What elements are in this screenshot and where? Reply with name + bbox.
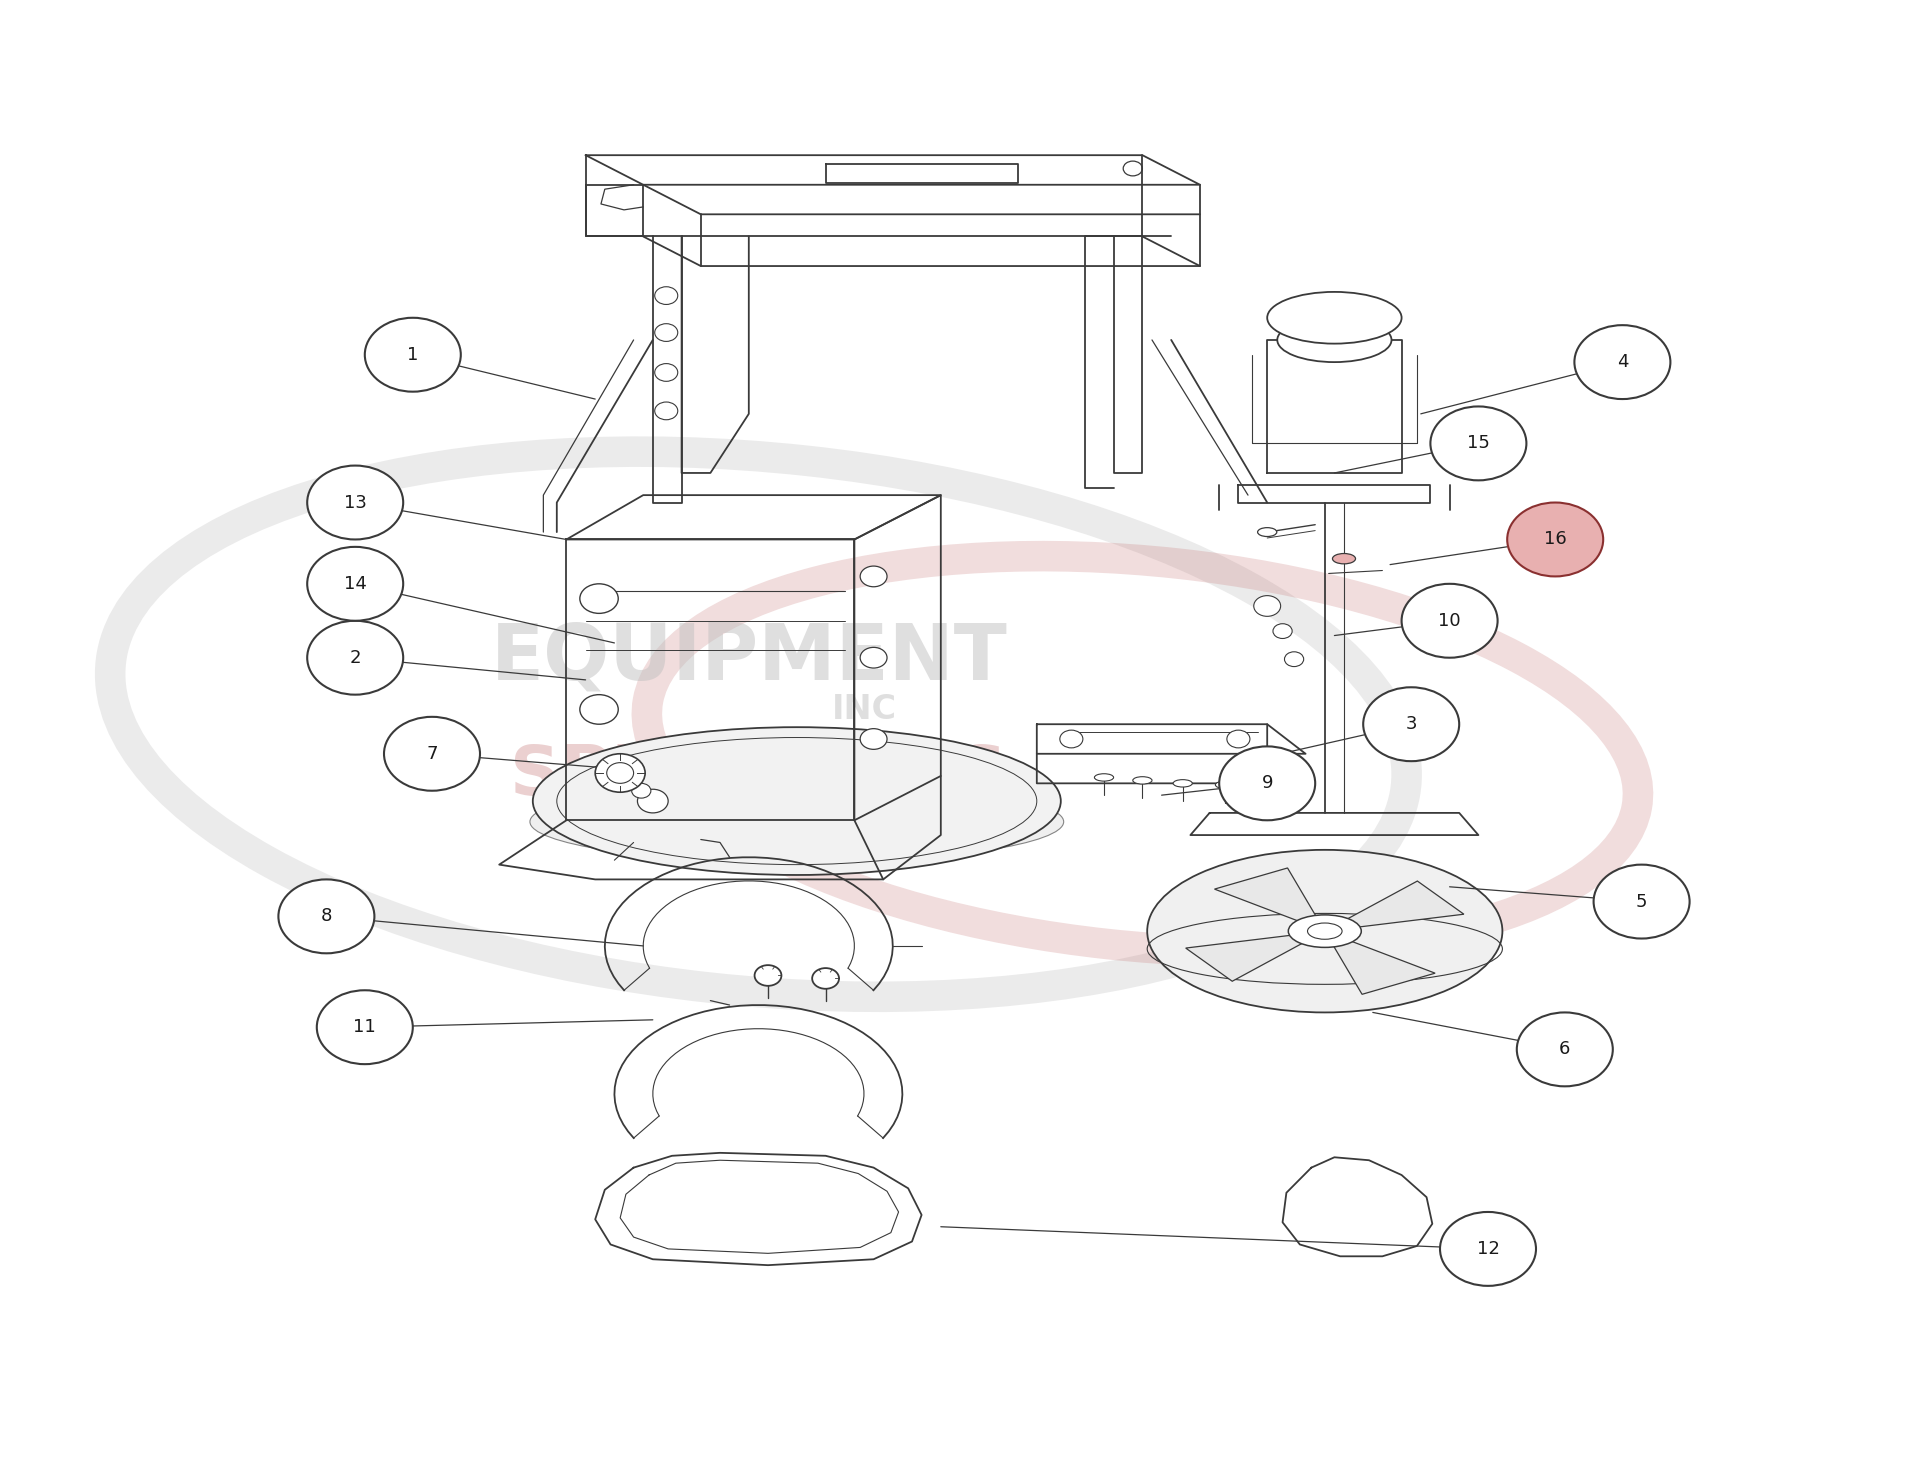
Ellipse shape xyxy=(530,782,1064,863)
Text: 9: 9 xyxy=(1261,774,1273,792)
Circle shape xyxy=(637,789,668,813)
Text: SPECIALISTS: SPECIALISTS xyxy=(511,742,1006,810)
Text: 7: 7 xyxy=(426,745,438,763)
Text: 10: 10 xyxy=(1438,612,1461,630)
Circle shape xyxy=(1227,730,1250,748)
Polygon shape xyxy=(1187,934,1306,981)
Circle shape xyxy=(278,879,374,953)
Ellipse shape xyxy=(1173,780,1192,786)
Ellipse shape xyxy=(1267,293,1402,344)
Circle shape xyxy=(307,621,403,695)
Ellipse shape xyxy=(1288,915,1361,947)
Text: 6: 6 xyxy=(1559,1041,1571,1058)
Text: EQUIPMENT: EQUIPMENT xyxy=(490,619,1008,696)
Text: 5: 5 xyxy=(1636,893,1647,910)
Circle shape xyxy=(1363,687,1459,761)
Text: 4: 4 xyxy=(1617,353,1628,371)
Ellipse shape xyxy=(1133,776,1152,783)
Circle shape xyxy=(1594,865,1690,939)
Circle shape xyxy=(632,783,651,798)
Polygon shape xyxy=(1215,868,1317,922)
Ellipse shape xyxy=(755,965,781,986)
Circle shape xyxy=(860,729,887,749)
Text: 11: 11 xyxy=(353,1018,376,1036)
Circle shape xyxy=(365,318,461,392)
Text: 3: 3 xyxy=(1405,715,1417,733)
Polygon shape xyxy=(1332,940,1434,995)
Text: 16: 16 xyxy=(1544,531,1567,548)
Ellipse shape xyxy=(1258,528,1277,537)
Circle shape xyxy=(860,647,887,668)
Circle shape xyxy=(307,547,403,621)
Circle shape xyxy=(1440,1212,1536,1286)
Ellipse shape xyxy=(812,968,839,989)
Ellipse shape xyxy=(532,727,1060,875)
Circle shape xyxy=(1060,730,1083,748)
Polygon shape xyxy=(1344,881,1463,928)
Circle shape xyxy=(1574,325,1670,399)
Text: 1: 1 xyxy=(407,346,419,364)
Circle shape xyxy=(307,466,403,539)
Ellipse shape xyxy=(1094,774,1114,782)
Circle shape xyxy=(1507,503,1603,576)
Text: 12: 12 xyxy=(1476,1240,1500,1258)
Circle shape xyxy=(595,754,645,792)
Circle shape xyxy=(607,763,634,783)
Circle shape xyxy=(860,566,887,587)
Circle shape xyxy=(580,584,618,613)
Text: 13: 13 xyxy=(344,494,367,511)
Ellipse shape xyxy=(1332,554,1356,565)
Circle shape xyxy=(1517,1012,1613,1086)
Circle shape xyxy=(1284,652,1304,667)
Text: 15: 15 xyxy=(1467,435,1490,452)
Text: 14: 14 xyxy=(344,575,367,593)
Circle shape xyxy=(1273,624,1292,638)
Ellipse shape xyxy=(1254,776,1273,783)
Ellipse shape xyxy=(1148,850,1501,1012)
Ellipse shape xyxy=(1308,922,1342,940)
Circle shape xyxy=(384,717,480,791)
Circle shape xyxy=(1402,584,1498,658)
Circle shape xyxy=(1254,596,1281,616)
Text: 8: 8 xyxy=(321,907,332,925)
Circle shape xyxy=(1219,746,1315,820)
Ellipse shape xyxy=(1215,780,1235,789)
Ellipse shape xyxy=(1277,318,1392,362)
Circle shape xyxy=(1430,406,1526,480)
Text: INC: INC xyxy=(831,693,897,726)
Circle shape xyxy=(317,990,413,1064)
Circle shape xyxy=(580,695,618,724)
Text: 2: 2 xyxy=(349,649,361,667)
